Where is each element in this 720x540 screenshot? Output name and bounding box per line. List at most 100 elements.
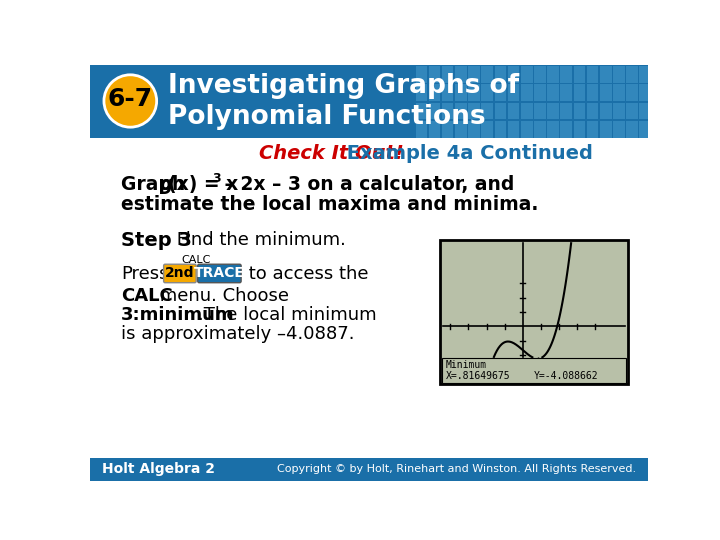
Bar [613,65,625,83]
Bar [482,103,493,119]
Bar [482,65,493,83]
Bar [560,121,572,138]
Bar [508,84,519,101]
Bar [600,103,611,119]
Bar [587,121,598,138]
Bar [521,121,533,138]
Bar [626,103,638,119]
Bar [428,121,441,138]
Text: Step 3: Step 3 [121,231,192,250]
Bar [415,103,427,119]
Bar [560,103,572,119]
Bar [574,103,585,119]
Bar [547,65,559,83]
Bar [587,103,598,119]
Text: TRACE: TRACE [194,266,245,280]
Circle shape [104,75,157,127]
Bar [482,121,493,138]
Bar [508,65,519,83]
Text: Holt Algebra 2: Holt Algebra 2 [102,462,215,476]
Text: (x) = x: (x) = x [168,174,238,194]
Bar [600,65,611,83]
Bar [455,65,467,83]
Bar [574,84,585,101]
Text: 6-7: 6-7 [108,87,153,111]
Text: Example 4a Continued: Example 4a Continued [341,144,593,163]
Text: CALC: CALC [121,287,173,305]
Bar [521,84,533,101]
Text: Polynomial Functions: Polynomial Functions [168,104,485,130]
Bar [639,121,651,138]
Bar [508,121,519,138]
Bar [534,103,546,119]
Bar [495,121,506,138]
Bar [455,121,467,138]
Bar [415,121,427,138]
Bar [547,103,559,119]
Bar [495,103,506,119]
Bar [90,457,648,481]
Text: Investigating Graphs of: Investigating Graphs of [168,73,518,99]
Bar [534,84,546,101]
Bar [639,84,651,101]
Bar [468,65,480,83]
Bar [468,121,480,138]
Text: .The local minimum: .The local minimum [199,306,377,324]
Bar [441,240,628,384]
Bar [442,103,454,119]
Text: is approximately –4.0887.: is approximately –4.0887. [121,325,354,343]
Bar [428,103,441,119]
Text: menu. Choose: menu. Choose [153,287,289,305]
Bar [587,84,598,101]
Text: CALC: CALC [181,255,211,265]
Bar [468,84,480,101]
Text: X=.81649675: X=.81649675 [446,371,510,381]
Bar [442,84,454,101]
Bar [560,65,572,83]
Bar [613,103,625,119]
Bar [508,103,519,119]
Bar [547,84,559,101]
Bar [90,65,648,138]
Bar [521,103,533,119]
Bar [639,65,651,83]
Text: Copyright © by Holt, Rinehart and Winston. All Rights Reserved.: Copyright © by Holt, Rinehart and Winsto… [277,464,636,474]
Bar [442,358,626,383]
Text: to access the: to access the [243,265,369,284]
Text: Minimum: Minimum [446,360,487,370]
Bar [415,65,427,83]
Bar [600,84,611,101]
Text: Check It Out!: Check It Out! [259,144,404,163]
Bar [428,84,441,101]
Bar [547,121,559,138]
Text: Find the minimum.: Find the minimum. [171,231,346,249]
Bar [455,103,467,119]
Bar [442,121,454,138]
Bar [613,121,625,138]
Bar [442,65,454,83]
Text: Graph: Graph [121,174,192,194]
Bar [455,84,467,101]
FancyBboxPatch shape [163,264,196,283]
Text: g: g [160,174,173,194]
Bar [534,121,546,138]
Bar [415,84,427,101]
Bar [600,121,611,138]
Text: – 2x – 3 on a calculator, and: – 2x – 3 on a calculator, and [218,174,514,194]
Bar [574,121,585,138]
Bar [626,65,638,83]
Bar [639,103,651,119]
Bar [495,84,506,101]
Text: estimate the local maxima and minima.: estimate the local maxima and minima. [121,195,539,214]
Bar [587,65,598,83]
Bar [468,103,480,119]
Bar [534,65,546,83]
Bar [560,84,572,101]
Text: 3:minimum: 3:minimum [121,306,235,324]
Text: Y=-4.088662: Y=-4.088662 [534,371,598,381]
Bar [495,65,506,83]
Text: 2nd: 2nd [165,266,194,280]
Bar [428,65,441,83]
FancyBboxPatch shape [198,264,241,283]
Bar [626,121,638,138]
